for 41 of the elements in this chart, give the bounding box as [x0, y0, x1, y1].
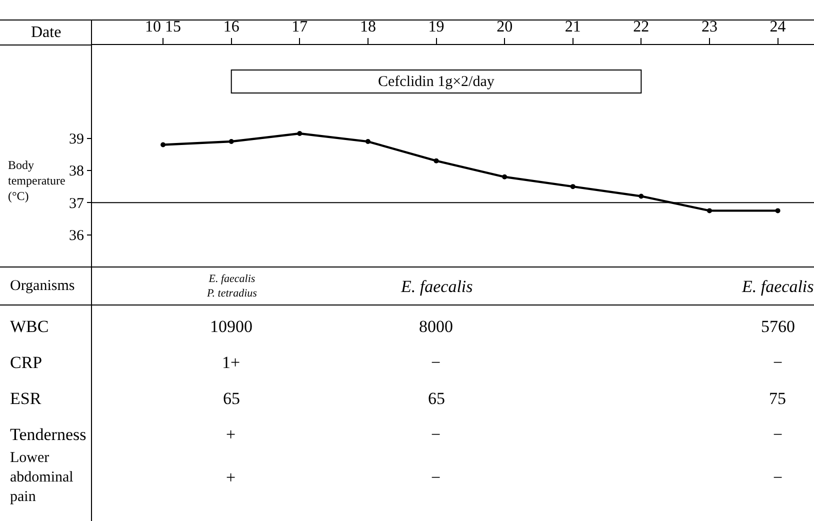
x-tick-label: 20 [496, 18, 513, 36]
text: E. faecalis P. tetradius [206, 273, 257, 300]
x-tick-label: 10 15 [145, 18, 182, 36]
x-tick-label: 23 [701, 18, 718, 36]
x-tick-label: 18 [360, 18, 376, 36]
text: Organisms [10, 278, 75, 294]
y-tick-label: 36 [69, 228, 84, 244]
x-tick-label: 22 [633, 18, 650, 36]
y-tick-label: 37 [69, 196, 84, 212]
text: − [773, 425, 783, 444]
text: WBC [10, 317, 49, 336]
x-tick-label: 24 [770, 18, 786, 36]
text: ESR [10, 389, 42, 408]
x-axis-title: Date [31, 24, 62, 41]
text: E. faecalis [741, 277, 814, 296]
text: + [226, 425, 236, 444]
y-tick-label: 38 [69, 164, 84, 180]
text: Tenderness [10, 425, 86, 444]
text: 5760 [761, 317, 795, 336]
text: 8000 [419, 317, 453, 336]
band-label: Cefclidin 1g×2/day [378, 74, 495, 90]
text: − [431, 468, 441, 487]
text: − [431, 425, 441, 444]
text: + [226, 468, 236, 487]
text: 1+ [222, 353, 240, 372]
text: 65 [223, 389, 240, 408]
x-tick-label: 21 [564, 18, 581, 36]
text: − [431, 353, 441, 372]
text: 65 [428, 389, 445, 408]
text: 75 [769, 389, 786, 408]
text: − [773, 468, 783, 487]
x-tick-label: 16 [223, 18, 240, 36]
y-tick-label: 39 [69, 132, 84, 148]
text: 10900 [210, 317, 252, 336]
text: − [773, 353, 783, 372]
text: Lower abdominal pain [10, 450, 74, 505]
text: E. faecalis [400, 277, 474, 296]
y-axis-title: Body temperature (°C) [8, 158, 66, 204]
x-tick-label: 17 [292, 18, 308, 36]
text: CRP [10, 353, 42, 372]
x-tick-label: 19 [428, 18, 444, 36]
